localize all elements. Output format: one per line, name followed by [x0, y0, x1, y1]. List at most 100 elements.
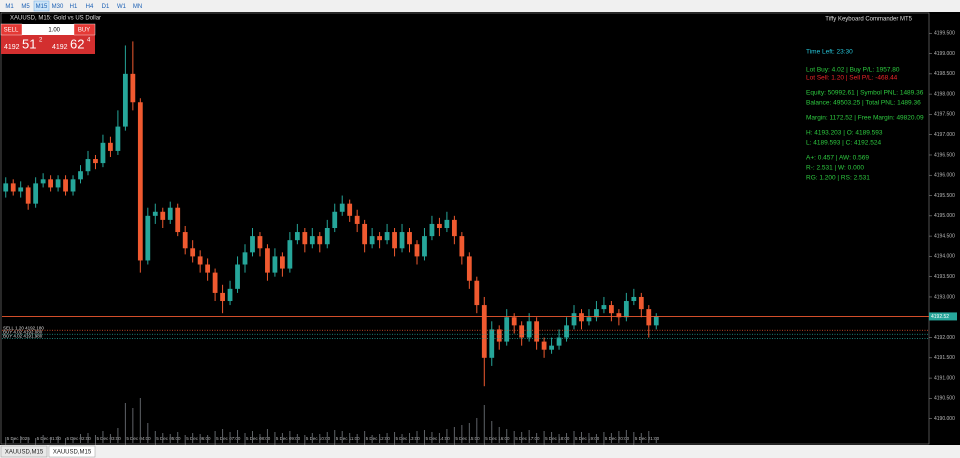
y-tick-label: 4190.000: [934, 416, 955, 422]
candle-body: [324, 228, 330, 245]
volume-bar: [281, 433, 283, 443]
candle-body: [541, 341, 547, 350]
volume-bar: [266, 429, 268, 443]
candle-body: [407, 232, 412, 245]
candle-body: [347, 203, 353, 216]
volume-bar: [214, 431, 216, 443]
chart-bg: [0, 12, 960, 445]
y-tick-label: 4195.500: [934, 193, 955, 199]
candle-body: [549, 345, 554, 350]
candle-body: [616, 313, 622, 318]
volume-bar: [124, 403, 126, 443]
volume-bar: [20, 436, 22, 443]
y-tick-label: 4199.500: [934, 31, 955, 37]
lot-input[interactable]: [22, 24, 74, 35]
volume-bar: [102, 431, 104, 443]
candle-body: [437, 223, 442, 228]
candle-body: [33, 183, 39, 204]
x-tick-label: 5 Dec 08:00: [246, 436, 271, 441]
candle-body: [25, 187, 31, 204]
x-tick-label: 5 Dec 18:00: [545, 436, 570, 441]
volume-bar: [222, 429, 224, 443]
timeframe-active: [33, 0, 50, 12]
volume-bar: [177, 432, 179, 443]
volume-bar: [80, 434, 82, 443]
candle-body: [631, 296, 637, 302]
candle-body: [571, 313, 577, 326]
volume-bar: [401, 434, 403, 443]
chart-frame: [0, 12, 930, 445]
candle-body: [638, 296, 644, 310]
timeframe-button[interactable]: D1: [102, 4, 110, 10]
candle-body: [287, 240, 293, 269]
y-tick-label: 4194.500: [934, 233, 955, 239]
buy-prefix: 4192: [52, 44, 68, 51]
x-tick-label: 5 Dec 21:00: [635, 436, 660, 441]
volume-bar: [483, 405, 485, 443]
x-tick-label: 5 Dec 13:00: [396, 436, 421, 441]
volume-bar: [207, 435, 209, 443]
volume-bar: [453, 427, 455, 443]
y-tick-label: 4191.500: [934, 355, 955, 361]
x-tick-label: 5 Dec 2025: [7, 436, 31, 441]
candle-body: [474, 280, 480, 306]
y-tick-label: 4199.000: [934, 51, 955, 57]
candle-body: [609, 305, 614, 314]
candle-body: [504, 317, 510, 342]
timeframe-button[interactable]: M1: [5, 4, 14, 10]
candle-body: [459, 236, 465, 257]
candle-body: [556, 337, 562, 346]
timeframe-button[interactable]: H1: [70, 4, 78, 10]
info-line: A+: 0.457 | AW: 0.569: [806, 155, 869, 162]
candle-body: [40, 179, 46, 184]
volume-bar: [274, 432, 276, 443]
volume-bar: [521, 432, 523, 443]
y-tick-label: 4196.000: [934, 173, 955, 179]
position-label: SELL 1.20 4192.180: [3, 325, 44, 330]
timeframe-button[interactable]: W1: [117, 4, 127, 10]
volume-bar: [409, 433, 411, 443]
candle-body: [265, 248, 270, 273]
candle-body: [197, 256, 203, 265]
timeframe-button[interactable]: M5: [21, 4, 30, 10]
candle-body: [152, 211, 158, 216]
candle-body: [115, 126, 121, 151]
volume-bar: [154, 431, 156, 443]
timeframe-button[interactable]: H4: [86, 4, 94, 10]
buy-button[interactable]: [73, 23, 96, 36]
volume-bar: [423, 430, 425, 443]
volume-bar: [603, 432, 605, 443]
volume-bar: [468, 423, 470, 443]
chart-title: XAUUSD, M15: Gold vs US Dollar: [10, 16, 101, 22]
candle-body: [444, 219, 450, 228]
volume-bar: [12, 438, 14, 443]
volume-bar: [416, 431, 418, 443]
volume-bar: [655, 437, 657, 443]
timeframe-button[interactable]: M30: [52, 4, 64, 10]
volume-bar: [162, 433, 164, 443]
lot-text: 1.00: [48, 28, 60, 34]
volume-bar: [289, 431, 291, 443]
volume-bar: [229, 432, 231, 443]
candle-body: [369, 236, 375, 245]
candle-body: [182, 232, 188, 249]
candle-body: [235, 264, 240, 289]
volume-bar: [117, 428, 119, 443]
chart-tab[interactable]: [0, 445, 48, 458]
y-tick-label: 4196.500: [934, 152, 955, 158]
bid-label: 4192.52: [931, 314, 949, 320]
chart-tab-label: XAUUSD,M15: [5, 450, 44, 456]
volume-bar: [311, 433, 313, 443]
x-tick-label: 5 Dec 04:00: [126, 436, 151, 441]
chart-tab[interactable]: [48, 445, 96, 458]
timeframe-button[interactable]: M15: [36, 4, 48, 10]
volume-bar: [386, 433, 388, 443]
info-line: Lot Sell: 1.20 | Sell P/L: -468.44: [806, 75, 898, 82]
chart-tab-label: XAUUSD,M15: [53, 450, 92, 456]
timeframe-button[interactable]: MN: [133, 4, 142, 10]
volume-bar: [35, 438, 37, 443]
y-tick-label: 4197.000: [934, 132, 955, 138]
x-tick-label: 5 Dec 07:00: [216, 436, 241, 441]
y-tick-label: 4193.500: [934, 274, 955, 280]
candle-body: [601, 305, 607, 310]
